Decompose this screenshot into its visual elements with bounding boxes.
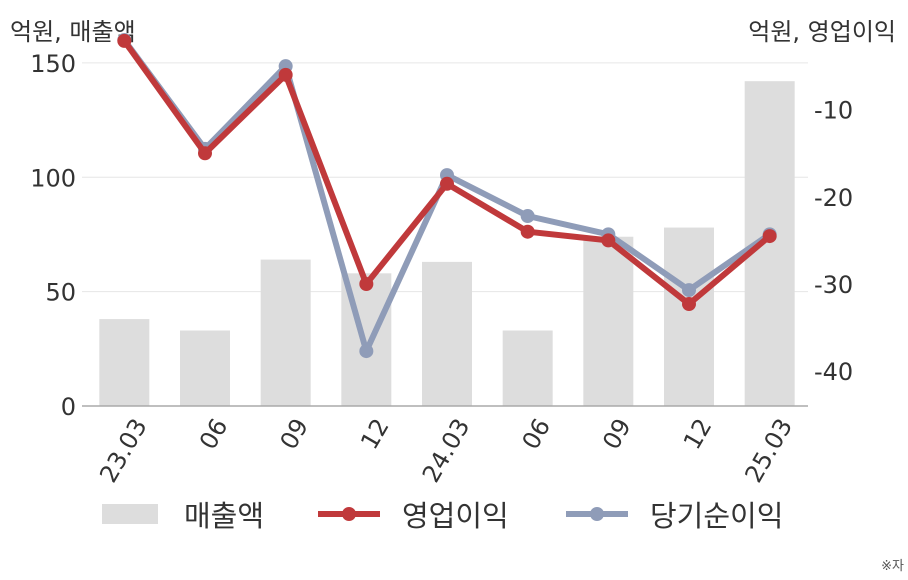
- right-axis-ticks: -10 -20 -30 -40: [814, 97, 853, 386]
- x-axis-ticks: 23.03 06 09 12 24.03 06 09 12 25.03: [94, 414, 798, 488]
- legend-label: 매출액: [184, 499, 265, 533]
- legend-bar-swatch: [102, 504, 158, 524]
- series-point: [440, 176, 454, 191]
- x-tick-label: 25.03: [739, 414, 798, 488]
- series-point: [117, 33, 132, 48]
- bar-revenue: [502, 330, 553, 406]
- series-point: [198, 146, 212, 161]
- combo-chart: 0 50 100 150 -10 -20 -30 -40 23.03 06 09 12 24.03 0…: [30, 33, 853, 488]
- right-tick-label: -40: [814, 358, 853, 386]
- x-tick-label: 06: [517, 414, 557, 454]
- x-tick-label: 06: [194, 414, 234, 454]
- legend-line-swatch: [318, 507, 380, 521]
- legend-item-operating-profit: 영업이익: [318, 494, 509, 534]
- series-point: [682, 297, 696, 312]
- legend-line-swatch: [566, 507, 628, 521]
- x-tick-label: 09: [275, 414, 315, 454]
- revenue-bars: [99, 81, 795, 407]
- series-point: [359, 344, 374, 359]
- legend-item-revenue: 매출액: [102, 494, 264, 534]
- right-tick-label: -10: [814, 97, 853, 125]
- series-point: [278, 67, 293, 82]
- profit-lines: [117, 33, 777, 359]
- footnote: ※자: [881, 559, 904, 574]
- left-tick-label: 100: [30, 164, 76, 192]
- bar-revenue: [583, 236, 634, 406]
- x-tick-label: 12: [678, 414, 718, 454]
- left-tick-label: 150: [30, 50, 76, 78]
- bar-revenue: [664, 227, 714, 406]
- x-tick-label: 12: [355, 414, 395, 454]
- right-tick-label: -20: [814, 184, 853, 212]
- series-point: [762, 229, 777, 244]
- series-point: [520, 209, 535, 224]
- right-tick-label: -30: [814, 271, 853, 299]
- bar-revenue: [99, 319, 150, 406]
- bar-revenue: [180, 330, 230, 406]
- legend-label: 영업이익: [402, 499, 509, 533]
- bar-revenue: [260, 259, 311, 406]
- right-axis-unit-label: 억원, 영업이익: [748, 18, 896, 46]
- left-axis-unit-label: 억원, 매출액: [10, 18, 136, 46]
- series-point: [520, 224, 535, 239]
- x-tick-label: 09: [597, 414, 637, 454]
- legend-label: 당기순이익: [650, 499, 784, 533]
- left-tick-label: 0: [61, 393, 76, 421]
- series-point: [601, 233, 616, 248]
- bar-revenue: [422, 261, 472, 406]
- left-axis-ticks: 0 50 100 150: [30, 50, 76, 421]
- legend-item-net-income: 당기순이익: [566, 494, 783, 534]
- series-point: [359, 277, 374, 291]
- x-tick-label: 24.03: [417, 414, 476, 488]
- series-point: [682, 283, 696, 298]
- left-tick-label: 50: [45, 279, 76, 307]
- x-tick-label: 23.03: [94, 414, 153, 488]
